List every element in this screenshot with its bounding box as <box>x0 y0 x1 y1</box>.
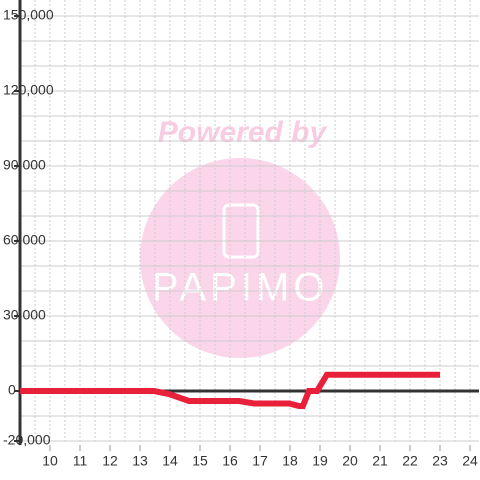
x-tick-label: 17 <box>252 453 268 469</box>
watermark-text: Powered by <box>158 116 328 149</box>
x-tick-label: 21 <box>372 453 388 469</box>
y-tick-label: 90,000 <box>3 157 46 173</box>
x-tick-label: 12 <box>102 453 118 469</box>
y-tick-label: 150,000 <box>3 7 54 23</box>
series-line <box>20 371 440 409</box>
x-tick-label: 16 <box>222 453 238 469</box>
x-tick-label: 19 <box>312 453 328 469</box>
x-tick-label: 10 <box>42 453 58 469</box>
x-tick-label: 20 <box>342 453 358 469</box>
watermark-phone <box>222 203 260 259</box>
x-tick-label: 23 <box>432 453 448 469</box>
x-tick-label: 14 <box>162 453 178 469</box>
x-tick-label: 24 <box>462 453 478 469</box>
y-tick-label: 60,000 <box>3 232 46 248</box>
y-tick-label: 0 <box>8 382 16 398</box>
y-tick-label: 30,000 <box>3 307 46 323</box>
x-tick-label: 13 <box>132 453 148 469</box>
x-tick-label: 18 <box>282 453 298 469</box>
x-tick-label: 15 <box>192 453 208 469</box>
x-tick-label: 11 <box>73 453 88 469</box>
grid: -20,000 0 30,000 60,000 90,000 120,000 150,000… <box>3 0 479 469</box>
y-tick-label: 120,000 <box>3 82 54 98</box>
watermark-logo: PAPIMO <box>152 266 329 310</box>
x-tick-label: 22 <box>402 453 418 469</box>
plot <box>20 371 440 409</box>
y-tick-label: -20,000 <box>3 432 51 448</box>
